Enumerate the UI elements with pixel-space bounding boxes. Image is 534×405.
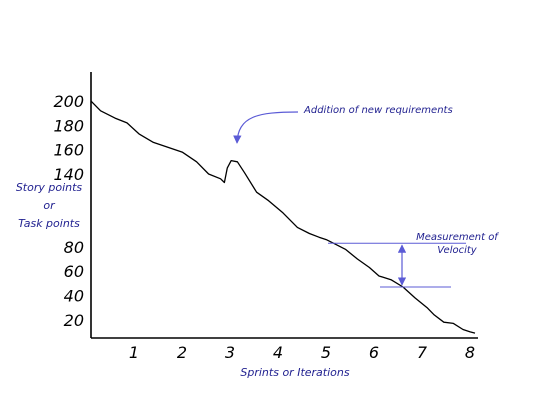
y-tick-label: 40 bbox=[64, 286, 84, 305]
annotation-arrow-new-requirements bbox=[233, 111, 299, 144]
x-tick-label: 2 bbox=[177, 343, 187, 362]
x-tick-label: 1 bbox=[129, 343, 139, 362]
y-axis-label-line-1: Story points bbox=[16, 181, 83, 194]
x-tick-label: 6 bbox=[369, 343, 379, 362]
y-tick-label: 200 bbox=[53, 92, 84, 111]
x-tick-labels: 1 2 3 4 5 6 7 8 bbox=[129, 343, 475, 362]
x-tick-label: 5 bbox=[321, 343, 331, 362]
annotation-velocity-line-1: Measurement of bbox=[416, 232, 499, 243]
y-axis-label-line-2: or bbox=[43, 199, 56, 212]
y-tick-label: 60 bbox=[64, 262, 84, 281]
y-tick-labels: 20 40 60 80 140 160 180 200 bbox=[53, 92, 84, 330]
x-tick-label: 8 bbox=[465, 343, 475, 362]
y-tick-label: 140 bbox=[53, 165, 84, 184]
y-tick-label: 180 bbox=[53, 116, 84, 135]
annotation-new-requirements: Addition of new requirements bbox=[303, 105, 453, 116]
burndown-line bbox=[90, 100, 476, 334]
x-tick-label: 4 bbox=[273, 343, 283, 362]
y-tick-label: 20 bbox=[64, 311, 84, 330]
x-tick-label: 7 bbox=[417, 343, 428, 362]
y-tick-label: 160 bbox=[53, 141, 84, 160]
x-axis-label: Sprints or Iterations bbox=[240, 366, 349, 379]
y-axis-label-line-3: Task points bbox=[18, 217, 80, 230]
y-tick-label: 80 bbox=[64, 238, 84, 257]
annotation-velocity-line-2: Velocity bbox=[437, 245, 478, 256]
x-tick-label: 3 bbox=[225, 343, 235, 362]
